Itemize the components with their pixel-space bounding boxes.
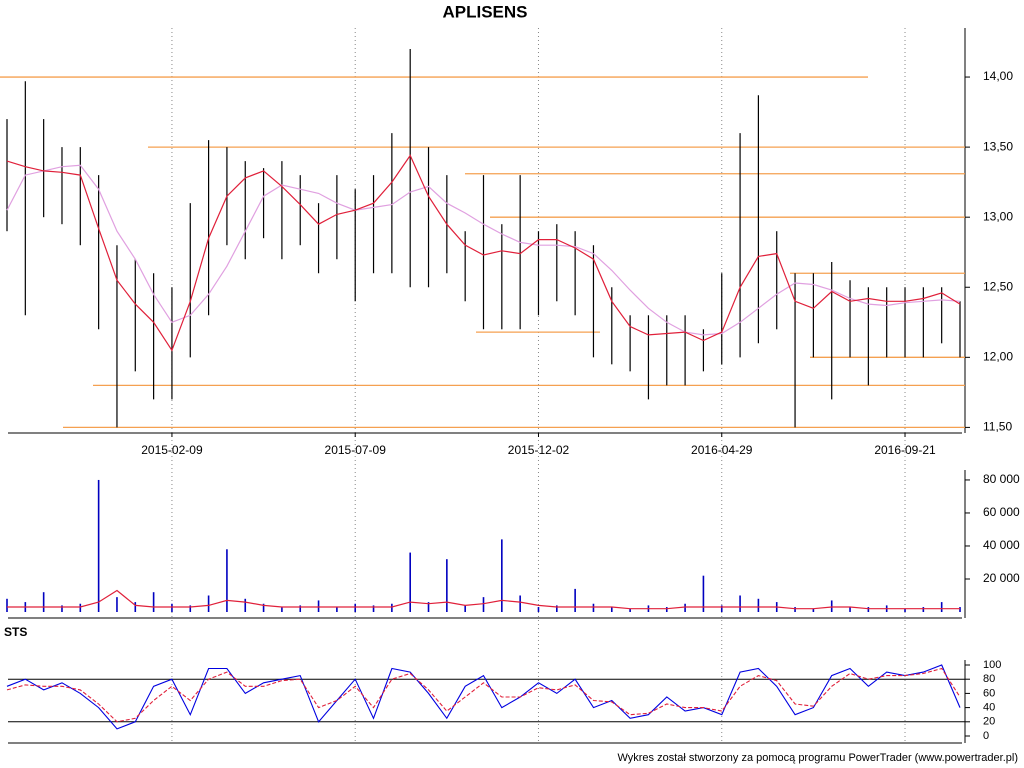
x-tick-label: 2015-07-09: [325, 443, 387, 457]
volume-bar: [409, 552, 411, 612]
volume-bar: [281, 607, 283, 612]
oscillator-line: [6, 664, 961, 730]
volume-bar: [391, 603, 393, 612]
volume-bar: [629, 608, 631, 612]
volume-bar: [171, 603, 173, 612]
y-tick-label: 80: [983, 673, 995, 685]
volume-bar: [904, 608, 906, 612]
volume-bar: [592, 603, 595, 612]
volume-bar: [262, 603, 265, 612]
volume-bar: [354, 603, 357, 612]
volume-bar: [684, 603, 686, 612]
volume-bar: [922, 607, 925, 612]
volume-bar: [482, 597, 485, 612]
x-tick-label: 2015-12-02: [508, 443, 570, 457]
panel-title: STS: [4, 625, 27, 639]
volume-bar: [702, 575, 705, 612]
volume-bar: [959, 607, 961, 612]
oscillator-line: [6, 667, 961, 723]
volume-bar: [556, 605, 558, 612]
y-tick-label: 0: [983, 730, 989, 742]
y-tick-label: 40 000: [983, 538, 1020, 552]
y-tick-label: 11,50: [983, 420, 1012, 434]
volume-bar: [940, 602, 943, 612]
volume-bar: [42, 592, 45, 612]
y-tick-label: 60 000: [983, 505, 1020, 519]
volume-bar: [61, 605, 63, 612]
volume-bar: [299, 605, 302, 612]
volume-bar: [464, 605, 466, 612]
volume-bar: [720, 605, 723, 612]
volume-bar: [116, 597, 118, 612]
volume-bar: [189, 605, 192, 612]
x-tick-label: 2016-04-29: [691, 443, 753, 457]
volume-bar: [757, 598, 760, 612]
volume-bar: [134, 602, 137, 612]
volume-bar: [244, 598, 247, 612]
volume-average: [7, 589, 960, 610]
volume-bar: [519, 595, 521, 612]
footer: Wykres został stworzony za pomocą progra…: [617, 752, 1018, 764]
y-tick-label: 80 000: [983, 472, 1020, 486]
volume-bar: [336, 607, 338, 612]
x-tick-label: 2015-02-09: [141, 443, 203, 457]
volume-bar: [226, 549, 228, 612]
y-tick-label: 20 000: [983, 571, 1020, 585]
volume-bar: [79, 603, 82, 612]
y-tick-label: 40: [983, 702, 995, 714]
volume-bar: [867, 607, 870, 612]
moving-average: [6, 154, 961, 352]
volume-bar: [501, 539, 503, 612]
volume-bar: [794, 607, 796, 612]
volume-bar: [739, 595, 741, 612]
volume-bar: [574, 588, 576, 612]
volume-bar: [446, 559, 448, 612]
volume-bar: [317, 600, 320, 612]
volume-bar: [152, 592, 155, 612]
y-tick-label: 13,50: [983, 139, 1013, 153]
volume-bar: [207, 595, 210, 612]
y-tick-label: 12,50: [983, 279, 1013, 293]
volume-bar: [610, 607, 613, 612]
y-tick-label: 13,00: [983, 209, 1013, 223]
volume-bar: [97, 479, 100, 612]
x-tick-label: 2016-09-21: [874, 443, 936, 457]
volume-bar: [427, 602, 430, 612]
y-tick-label: 12,00: [983, 349, 1013, 363]
chart-title: APLISENS: [442, 2, 527, 21]
volume-bar: [812, 608, 815, 612]
volume-bar: [665, 607, 668, 612]
y-tick-label: 60: [983, 687, 995, 699]
y-tick-label: 100: [983, 659, 1001, 671]
volume-bar: [849, 607, 851, 612]
volume-bar: [830, 600, 833, 612]
y-tick-label: 20: [983, 716, 995, 728]
volume-bar: [6, 598, 8, 612]
volume-bar: [372, 605, 375, 612]
moving-average: [6, 164, 961, 336]
volume-bar: [537, 607, 540, 612]
y-tick-label: 14,00: [983, 69, 1013, 83]
